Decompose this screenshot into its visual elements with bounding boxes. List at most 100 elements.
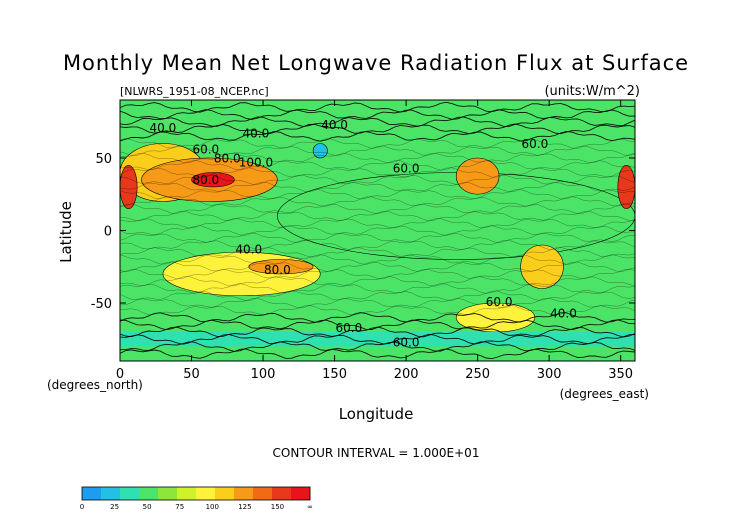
contour-label: 40.0 [550,307,577,321]
contour-label: 40.0 [321,118,348,132]
colorbar-tick-label: 125 [238,503,251,511]
y-tick-label: 50 [95,152,112,167]
contour-line [120,138,635,149]
contour-line [120,181,635,193]
contour-line [120,218,635,229]
colorbar-swatch [253,487,273,500]
colorbar-swatch [177,487,197,500]
colorbar-swatch [215,487,235,500]
colorbar-swatch [234,487,254,500]
x-axis-label: Longitude [339,405,414,423]
contour-line [120,333,635,345]
contour-line [120,268,635,280]
field-region [191,172,235,188]
y-axis-label: Latitude [57,201,75,263]
contour-line [120,225,635,236]
contour-interval: CONTOUR INTERVAL = 1.000E+01 [273,446,480,460]
contour-line [120,341,635,352]
contour-label: 80.0 [264,263,291,277]
colorbar-swatch [82,487,102,500]
contour-line [120,203,635,214]
contour-line [120,130,635,142]
x-tick-label: 250 [465,367,490,382]
y-tick-label: 0 [104,225,112,240]
x-tick-label: 350 [608,367,633,382]
contour-label: 100.0 [239,156,273,170]
contour-line [120,189,635,200]
contour-line [120,239,635,250]
x-tick-label: 0 [116,367,124,382]
colorbar-tick-label: 100 [206,503,219,511]
contour-label: 60.0 [393,336,420,350]
chart-title: Monthly Mean Net Longwave Radiation Flux… [63,51,689,75]
field-region [120,332,635,347]
field-region [617,164,635,210]
contour-label: 80.0 [214,151,241,165]
contour-line [120,123,635,135]
contour-label: 60.0 [336,321,363,335]
colorbar-swatch [158,487,178,500]
field-region [455,157,500,195]
contour-line [120,232,635,243]
x-tick-label: 100 [251,367,276,382]
contour-line [120,312,635,323]
contour-line [120,247,635,258]
colorbar-tick-label: 150 [271,503,284,511]
colorbar-frame [81,486,311,501]
contour-label: 60.0 [393,162,420,176]
y-unit-label: (degrees_north) [47,378,143,392]
colorbar-tick-label: 75 [175,503,184,511]
contour-label: 40.0 [150,121,177,135]
colorbar-swatch [272,487,292,500]
contour-line [120,152,635,164]
contour-label: 40.0 [235,243,262,257]
x-tick-label: 300 [537,367,562,382]
contour-line [120,305,635,316]
contour-labels: 40.0 40.060.080.0100.040.060.080.040.080.… [150,118,577,350]
field-region [520,244,564,289]
x-axis-ticks: 0 50 100 150 200 250 300 350 [116,100,633,382]
contour-line [120,109,635,120]
colorbar-tick-label: ∞ [307,503,313,511]
contour-line [120,210,635,222]
colorbar-tick-label: 0 [80,503,84,511]
colorbar-swatch [120,487,140,500]
field-region [248,259,314,275]
contour-label: 60.0 [192,143,219,157]
contour-label: 60.0 [522,137,549,151]
contour-line [120,145,635,156]
y-axis-ticks: 50 0 -50 [91,152,635,312]
contour-line [120,297,635,309]
colorbar-swatch [101,487,121,500]
contour-label: 60.0 [486,295,513,309]
contour-line [120,160,635,171]
x-tick-label: 200 [394,367,419,382]
field-region [120,164,138,210]
contour-line [120,174,635,185]
contour-line [120,348,635,360]
colorbar-tick-label: 50 [143,503,152,511]
x-unit-label: (degrees_east) [560,387,649,401]
colorbar-swatch [291,487,311,500]
contour-line [120,196,635,207]
field-region [162,251,321,297]
colorbar-swatch [196,487,216,500]
field-region [277,172,635,260]
contour-line [120,290,635,301]
contour-line [120,283,635,294]
contour-line [120,167,635,178]
contour-line [120,261,635,272]
contour-line [120,254,635,265]
units-label: (units:W/m^2) [544,84,640,99]
colorbar-tick-label: 25 [110,503,119,511]
contour-line [120,276,635,287]
x-tick-label: 50 [183,367,200,382]
plot-area [120,100,635,361]
contour-label: 80.0 [192,173,219,187]
field-region [312,143,328,159]
y-tick-label: -50 [91,297,112,312]
source-filename: [NLWRS_1951-08_NCEP.nc] [120,85,269,98]
colorbar-swatch [139,487,159,500]
x-tick-label: 150 [322,367,347,382]
